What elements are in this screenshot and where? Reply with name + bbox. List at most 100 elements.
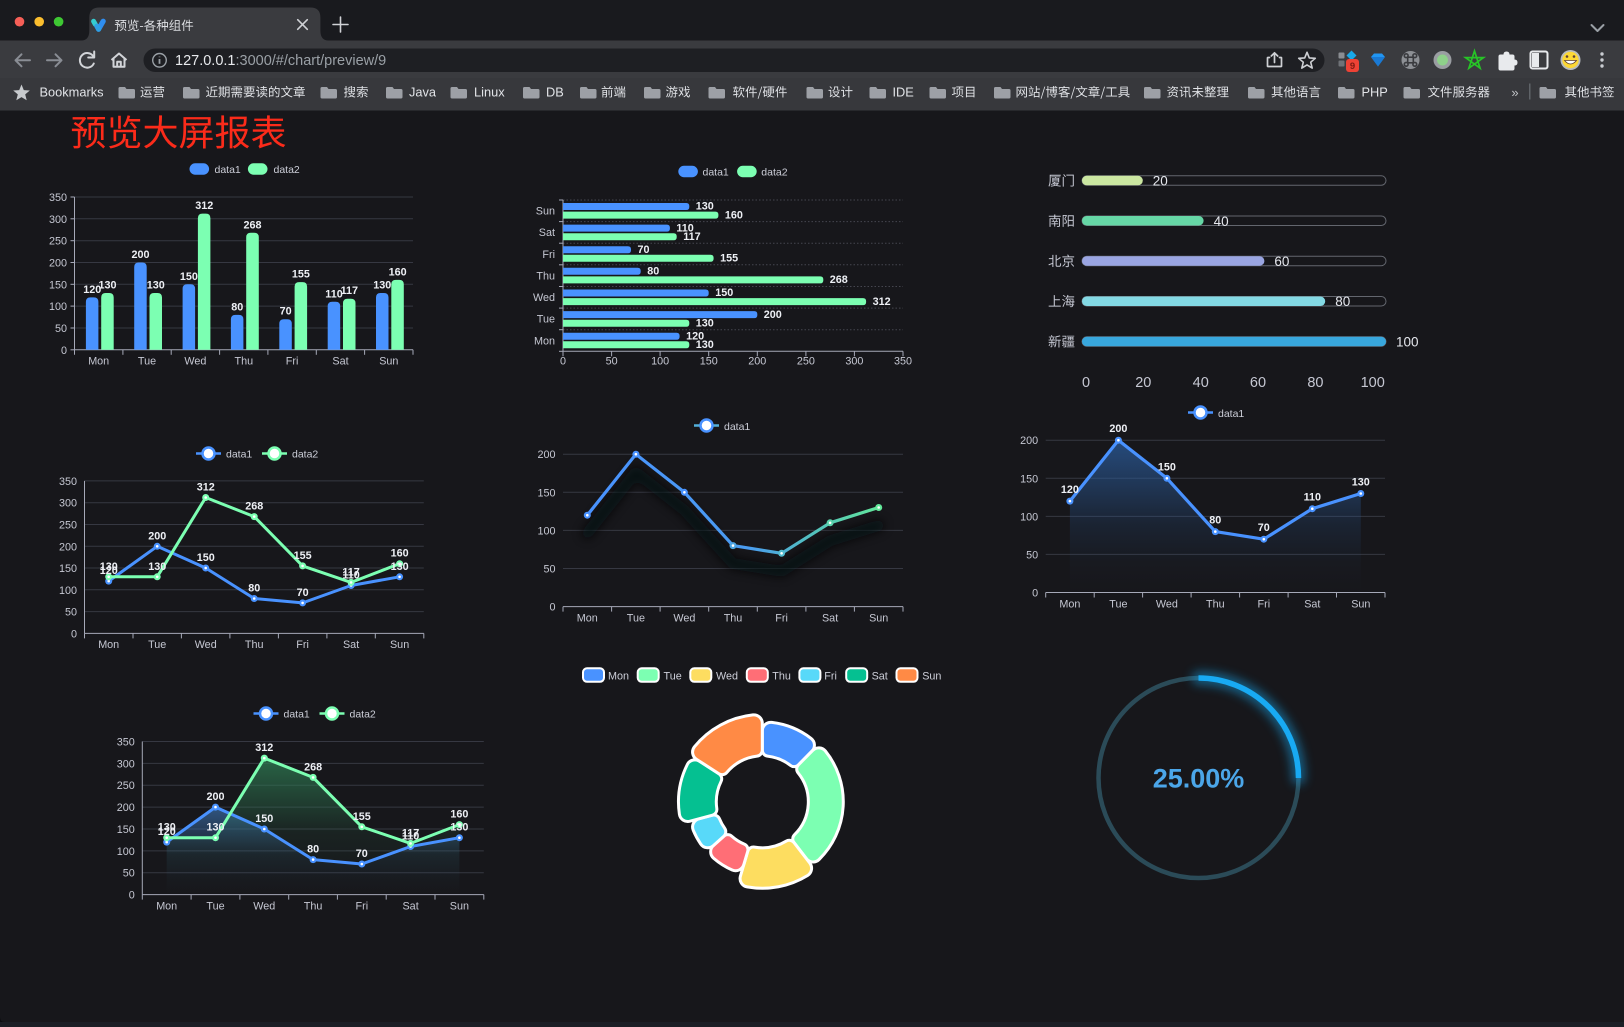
svg-text:Sun: Sun <box>1351 599 1370 611</box>
svg-text:200: 200 <box>748 356 766 368</box>
svg-text:350: 350 <box>49 192 67 204</box>
svg-text:25.00%: 25.00% <box>1153 764 1245 794</box>
svg-text:350: 350 <box>894 356 912 368</box>
svg-text:data2: data2 <box>761 166 787 178</box>
svg-text:200: 200 <box>59 541 77 553</box>
svg-text:40: 40 <box>1214 214 1229 229</box>
svg-text:Wed: Wed <box>1156 599 1178 611</box>
svg-text:Fri: Fri <box>356 901 369 913</box>
svg-text:150: 150 <box>117 824 135 836</box>
svg-text:Wed: Wed <box>533 292 555 304</box>
svg-text:268: 268 <box>245 501 263 513</box>
svg-text:Fri: Fri <box>296 639 309 651</box>
svg-text:200: 200 <box>49 258 67 270</box>
svg-text:Tue: Tue <box>537 314 555 326</box>
svg-text:Tue: Tue <box>664 670 682 682</box>
svg-text:IDE: IDE <box>893 85 914 100</box>
svg-text:70: 70 <box>356 848 368 860</box>
svg-text:110: 110 <box>676 222 693 234</box>
svg-text:80: 80 <box>307 844 319 856</box>
svg-text:Thu: Thu <box>724 613 743 625</box>
svg-text:100: 100 <box>1361 375 1385 391</box>
svg-text:Fri: Fri <box>286 356 299 368</box>
svg-text:150: 150 <box>255 813 273 825</box>
svg-text:data1: data1 <box>1218 408 1244 420</box>
svg-text:50: 50 <box>543 564 555 576</box>
svg-text:117: 117 <box>342 566 359 578</box>
svg-text:0: 0 <box>1032 588 1038 600</box>
svg-text:Bookmarks: Bookmarks <box>40 85 104 100</box>
svg-text:268: 268 <box>830 274 848 286</box>
svg-text:110: 110 <box>342 570 359 582</box>
svg-text:Sat: Sat <box>822 613 838 625</box>
svg-text:130: 130 <box>696 317 714 329</box>
svg-text:312: 312 <box>255 742 273 754</box>
svg-text:250: 250 <box>49 236 67 248</box>
svg-text:Sun: Sun <box>379 356 398 368</box>
svg-text:50: 50 <box>55 323 67 335</box>
svg-text:Tue: Tue <box>627 613 645 625</box>
svg-text:Sat: Sat <box>1304 599 1320 611</box>
svg-text:130: 130 <box>373 280 391 292</box>
svg-text:120: 120 <box>158 826 176 838</box>
svg-text:120: 120 <box>686 330 704 342</box>
svg-text:150: 150 <box>180 271 198 283</box>
svg-text:0: 0 <box>61 345 67 357</box>
svg-text:130: 130 <box>206 822 224 834</box>
svg-text:0: 0 <box>1082 375 1090 391</box>
svg-text:50: 50 <box>606 356 618 368</box>
svg-text:200: 200 <box>117 802 135 814</box>
svg-text:350: 350 <box>59 476 77 488</box>
svg-text:40: 40 <box>1193 375 1209 391</box>
svg-text:120: 120 <box>83 284 101 296</box>
svg-text:80: 80 <box>1335 294 1350 309</box>
svg-text:Wed: Wed <box>716 670 738 682</box>
svg-text:Mon: Mon <box>98 639 119 651</box>
svg-text:160: 160 <box>450 809 468 821</box>
svg-text:150: 150 <box>700 356 718 368</box>
svg-text:150: 150 <box>197 552 215 564</box>
svg-text:150: 150 <box>1020 473 1038 485</box>
svg-text:Sat: Sat <box>872 670 888 682</box>
svg-text:117: 117 <box>341 285 358 297</box>
svg-text:100: 100 <box>59 585 77 597</box>
svg-text:Wed: Wed <box>184 356 206 368</box>
svg-text:130: 130 <box>148 561 166 573</box>
svg-text:0: 0 <box>549 602 555 614</box>
svg-text:Sat: Sat <box>402 901 418 913</box>
svg-text:Sat: Sat <box>343 639 359 651</box>
svg-text:130: 130 <box>98 280 116 292</box>
svg-text:130: 130 <box>147 280 165 292</box>
svg-text:130: 130 <box>450 822 468 834</box>
svg-text:130: 130 <box>696 201 714 213</box>
svg-text:70: 70 <box>1258 522 1270 534</box>
svg-text:300: 300 <box>49 214 67 226</box>
svg-text:100: 100 <box>651 356 669 368</box>
svg-text:200: 200 <box>1109 423 1127 435</box>
svg-text:130: 130 <box>100 561 118 573</box>
svg-text:Sun: Sun <box>536 206 555 218</box>
svg-text:155: 155 <box>292 269 310 281</box>
svg-text:160: 160 <box>725 209 743 221</box>
svg-text:Thu: Thu <box>234 356 253 368</box>
svg-text:155: 155 <box>294 550 312 562</box>
svg-text:200: 200 <box>1020 435 1038 447</box>
svg-text:Mon: Mon <box>88 356 109 368</box>
svg-text:data2: data2 <box>350 709 376 721</box>
svg-text:data1: data1 <box>226 449 252 461</box>
svg-text:50: 50 <box>123 868 135 880</box>
svg-text:Mon: Mon <box>534 335 555 347</box>
svg-text:»: » <box>1511 85 1518 100</box>
svg-text:Fri: Fri <box>542 249 555 261</box>
svg-text:100: 100 <box>1396 335 1419 350</box>
svg-text:300: 300 <box>59 498 77 510</box>
svg-text:150: 150 <box>715 287 733 299</box>
svg-text:80: 80 <box>231 301 243 313</box>
svg-text:PHP: PHP <box>1362 85 1388 100</box>
svg-text:150: 150 <box>1158 461 1176 473</box>
svg-text:268: 268 <box>243 219 261 231</box>
svg-text:Tue: Tue <box>138 356 156 368</box>
svg-text:Thu: Thu <box>304 901 323 913</box>
svg-text:60: 60 <box>1274 254 1289 269</box>
svg-text:0: 0 <box>129 890 135 902</box>
